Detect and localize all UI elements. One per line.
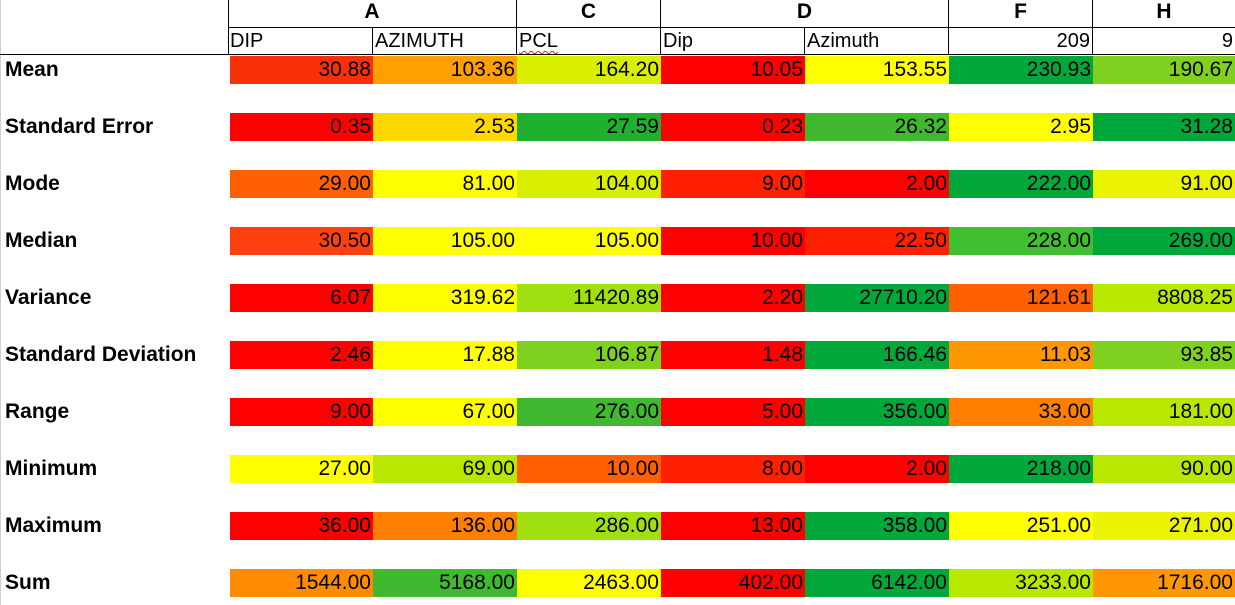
value-cell-mean-5[interactable]: 153.55 [805, 56, 949, 84]
value-cell-maximum-6[interactable]: 251.00 [949, 512, 1093, 540]
value-cell-range-1[interactable]: 9.00 [230, 398, 373, 426]
value-cell-standard-deviation-5[interactable]: 166.46 [805, 341, 949, 369]
value-cell-mode-2[interactable]: 81.00 [373, 170, 517, 198]
value-cell-minimum-3[interactable]: 10.00 [517, 455, 661, 483]
row-label-mode[interactable]: Mode [5, 172, 60, 195]
value-cell-maximum-1[interactable]: 36.00 [230, 512, 373, 540]
value-cell-sum-7[interactable]: 1716.00 [1093, 569, 1235, 597]
value-cell-standard-deviation-3[interactable]: 106.87 [517, 341, 661, 369]
value-cell-mode-4[interactable]: 9.00 [661, 170, 805, 198]
value-cell-median-2[interactable]: 105.00 [373, 227, 517, 255]
column-header-9[interactable]: 9 [1093, 27, 1235, 54]
value-cell-range-3[interactable]: 276.00 [517, 398, 661, 426]
group-header-a[interactable]: A [228, 0, 517, 28]
value-cell-sum-5[interactable]: 6142.00 [805, 569, 949, 597]
value-cell-sum-4[interactable]: 402.00 [661, 569, 805, 597]
value-cell-median-6[interactable]: 228.00 [949, 227, 1093, 255]
column-header-209[interactable]: 209 [949, 27, 1093, 54]
value-cell-median-1[interactable]: 30.50 [230, 227, 373, 255]
value-cell-standard-deviation-6[interactable]: 11.03 [949, 341, 1093, 369]
value-cell-standard-error-6[interactable]: 2.95 [949, 113, 1093, 141]
value-cell-mode-6[interactable]: 222.00 [949, 170, 1093, 198]
value-cell-range-7[interactable]: 181.00 [1093, 398, 1235, 426]
value-cell-variance-3[interactable]: 11420.89 [517, 284, 661, 312]
value-cell-mean-3[interactable]: 164.20 [517, 56, 661, 84]
value-cell-standard-error-1[interactable]: 0.35 [230, 113, 373, 141]
value-cell-sum-3[interactable]: 2463.00 [517, 569, 661, 597]
value-cell-standard-deviation-4[interactable]: 1.48 [661, 341, 805, 369]
group-header-h[interactable]: H [1156, 0, 1172, 23]
value-cell-mode-5[interactable]: 2.00 [805, 170, 949, 198]
value-cell-maximum-4[interactable]: 13.00 [661, 512, 805, 540]
value-cell-mean-4[interactable]: 10.05 [661, 56, 805, 84]
group-header-d[interactable]: D [661, 0, 949, 28]
value-cell-minimum-5[interactable]: 2.00 [805, 455, 949, 483]
value-cell-sum-2[interactable]: 5168.00 [373, 569, 517, 597]
row-label-mean[interactable]: Mean [5, 58, 59, 81]
column-header-pcl-text: PCL [519, 30, 558, 52]
value-cell-median-4[interactable]: 10.00 [661, 227, 805, 255]
value-cell-range-4[interactable]: 5.00 [661, 398, 805, 426]
value-cell-standard-deviation-7[interactable]: 93.85 [1093, 341, 1235, 369]
value-cell-mode-3[interactable]: 104.00 [517, 170, 661, 198]
value-cell-minimum-4[interactable]: 8.00 [661, 455, 805, 483]
row-label-sum[interactable]: Sum [5, 571, 51, 594]
row-label-range[interactable]: Range [5, 400, 70, 423]
group-header-c[interactable]: C [517, 0, 661, 28]
column-header-dip[interactable]: DIP [228, 27, 373, 54]
row-label-variance[interactable]: Variance [5, 286, 92, 309]
column-header-azimuth-2[interactable]: Azimuth [805, 27, 949, 54]
value-cell-maximum-5[interactable]: 358.00 [805, 512, 949, 540]
value-cell-variance-1[interactable]: 6.07 [230, 284, 373, 312]
group-header-f[interactable]: F [949, 0, 1093, 28]
value-cell-median-5[interactable]: 22.50 [805, 227, 949, 255]
value-cell-mean-6[interactable]: 230.93 [949, 56, 1093, 84]
value-cell-minimum-2[interactable]: 69.00 [373, 455, 517, 483]
value-cell-maximum-2[interactable]: 136.00 [373, 512, 517, 540]
value-cell-sum-6[interactable]: 3233.00 [949, 569, 1093, 597]
value-cell-standard-error-5[interactable]: 26.32 [805, 113, 949, 141]
row-label-standard-error[interactable]: Standard Error [5, 115, 154, 138]
value-cell-variance-5[interactable]: 27710.20 [805, 284, 949, 312]
value-cell-mean-2[interactable]: 103.36 [373, 56, 517, 84]
row-label-median[interactable]: Median [5, 229, 78, 252]
value-cell-variance-7[interactable]: 8808.25 [1093, 284, 1235, 312]
column-header-azimuth[interactable]: AZIMUTH [373, 27, 517, 54]
value-cell-variance-4[interactable]: 2.20 [661, 284, 805, 312]
value-cell-median-3[interactable]: 105.00 [517, 227, 661, 255]
value-cell-maximum-7[interactable]: 271.00 [1093, 512, 1235, 540]
value-cell-mode-1[interactable]: 29.00 [230, 170, 373, 198]
value-cell-variance-6[interactable]: 121.61 [949, 284, 1093, 312]
value-cell-range-6[interactable]: 33.00 [949, 398, 1093, 426]
value-cell-range-5[interactable]: 356.00 [805, 398, 949, 426]
column-header-pcl[interactable]: PCL [517, 27, 661, 54]
sheet-left-edge [0, 0, 1, 605]
value-cell-sum-1[interactable]: 1544.00 [230, 569, 373, 597]
value-cell-variance-2[interactable]: 319.62 [373, 284, 517, 312]
value-cell-minimum-7[interactable]: 90.00 [1093, 455, 1235, 483]
row-label-maximum[interactable]: Maximum [5, 514, 102, 537]
value-cell-mean-7[interactable]: 190.67 [1093, 56, 1235, 84]
value-cell-standard-error-2[interactable]: 2.53 [373, 113, 517, 141]
value-cell-minimum-1[interactable]: 27.00 [230, 455, 373, 483]
value-cell-standard-deviation-1[interactable]: 2.46 [230, 341, 373, 369]
header-divider-horizontal [0, 54, 1235, 55]
header-divider-vertical [228, 0, 229, 54]
value-cell-mode-7[interactable]: 91.00 [1093, 170, 1235, 198]
value-cell-minimum-6[interactable]: 218.00 [949, 455, 1093, 483]
value-cell-standard-error-7[interactable]: 31.28 [1093, 113, 1235, 141]
value-cell-standard-error-3[interactable]: 27.59 [517, 113, 661, 141]
value-cell-maximum-3[interactable]: 286.00 [517, 512, 661, 540]
value-cell-standard-error-4[interactable]: 0.23 [661, 113, 805, 141]
value-cell-mean-1[interactable]: 30.88 [230, 56, 373, 84]
value-cell-standard-deviation-2[interactable]: 17.88 [373, 341, 517, 369]
row-label-minimum[interactable]: Minimum [5, 457, 98, 480]
value-cell-median-7[interactable]: 269.00 [1093, 227, 1235, 255]
column-header-dip-2[interactable]: Dip [661, 27, 805, 54]
row-label-standard-deviation[interactable]: Standard Deviation [5, 343, 197, 366]
value-cell-range-2[interactable]: 67.00 [373, 398, 517, 426]
